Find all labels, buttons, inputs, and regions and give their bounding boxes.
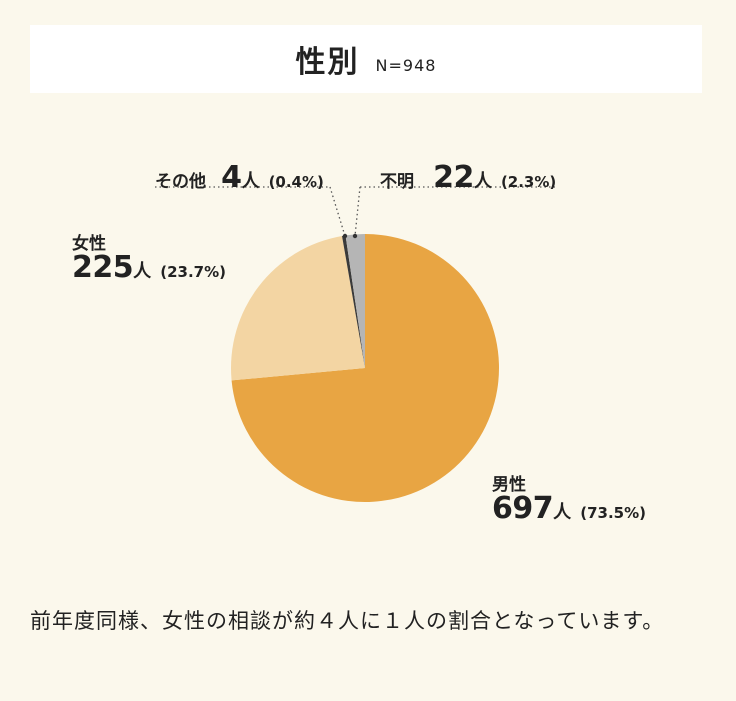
slice-percent: (0.4%) — [268, 173, 324, 191]
pie-slice-female — [231, 235, 365, 381]
slice-count: 225 — [72, 250, 134, 285]
slice-unit: 人 — [553, 502, 572, 523]
title-bar: 性別 N=948 — [30, 25, 702, 93]
pie-slice-male — [231, 234, 500, 502]
leader-line-unknown-diag — [354, 186, 361, 237]
leader-dot-other — [342, 233, 348, 239]
sample-size: N=948 — [375, 55, 437, 75]
slice-name: 男性 — [492, 475, 526, 495]
slice-count: 4 — [221, 160, 242, 195]
slice-unit: 人 — [473, 171, 492, 192]
slice-percent: (73.5%) — [580, 504, 646, 522]
slice-name: その他 — [155, 172, 206, 192]
slice-name: 女性 — [72, 234, 106, 254]
summary-text: 前年度同様、女性の相談が約４人に１人の割合となっています。 — [30, 609, 665, 633]
slice-percent: (2.3%) — [500, 173, 557, 191]
slice-percent: (23.7%) — [160, 263, 226, 281]
leader-line-other-diag — [329, 186, 346, 237]
slice-unit: 人 — [241, 171, 260, 192]
pie-slice-unknown — [345, 234, 365, 368]
chart-title: 性別 — [295, 45, 360, 80]
slice-unit: 人 — [133, 261, 152, 282]
slice-name: 不明 — [380, 172, 414, 192]
label-female: 女性 225人 (23.7%) — [72, 229, 226, 285]
leader-dot-unknown — [352, 233, 358, 239]
pie-slice-other — [342, 235, 365, 368]
label-male: 男性 697人 (73.5%) — [492, 470, 646, 526]
label-other: その他 4人 (0.4%) — [155, 160, 324, 195]
slice-count: 697 — [492, 491, 554, 526]
label-unknown: 不明 22人 (2.3%) — [380, 160, 556, 195]
slice-count: 22 — [433, 160, 474, 195]
